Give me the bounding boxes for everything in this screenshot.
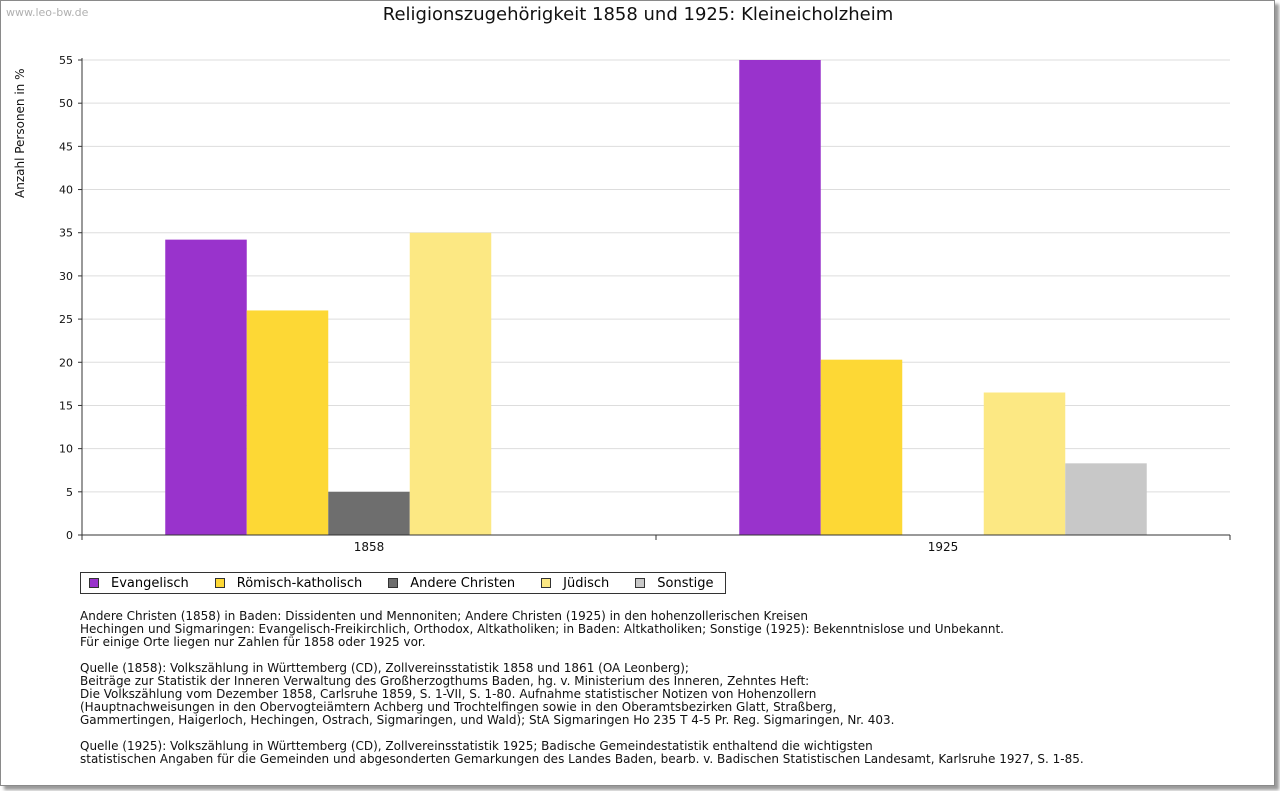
note-quelle-1925: Quelle (1925): Volkszählung in Württembe… [80, 739, 1084, 766]
legend-label: Jüdisch [563, 575, 610, 591]
bar-r-misch-katholisch-1858 [246, 310, 329, 535]
note-quelle-1858: Quelle (1858): Volkszählung in Württembe… [80, 661, 895, 727]
legend-item: Andere Christen [388, 576, 515, 591]
chart-legend: Evangelisch Römisch-katholisch Andere Chri… [80, 572, 727, 594]
legend-item: Sonstige [635, 576, 713, 591]
chart-title: Religionszugehörigkeit 1858 und 1925: Kl… [382, 4, 894, 25]
legend-label: Römisch-katholisch [236, 575, 363, 591]
y-tick-label: 50 [59, 97, 73, 110]
legend-swatch [635, 578, 646, 588]
legend-swatch [89, 578, 99, 588]
x-tick-label: 1925 [928, 540, 959, 554]
y-tick-label: 35 [59, 227, 73, 240]
legend-item: Evangelisch [89, 576, 189, 591]
note-andere-christen: Andere Christen (1858) in Baden: Disside… [80, 609, 1004, 649]
y-tick-label: 40 [59, 184, 73, 197]
y-tick-label: 55 [59, 54, 73, 67]
bar-j-disch-1858 [409, 232, 492, 535]
legend-swatch [214, 578, 225, 588]
y-tick-label: 45 [59, 140, 73, 153]
y-tick-label: 15 [59, 399, 73, 412]
legend-swatch [388, 578, 399, 588]
legend-item: Römisch-katholisch [214, 575, 363, 591]
legend-swatch [541, 578, 552, 588]
y-tick-label: 10 [59, 443, 73, 456]
bar-evangelisch-1925 [739, 60, 821, 535]
y-tick-label: 30 [59, 270, 73, 283]
bar-evangelisch-1858 [165, 239, 247, 536]
bar-andere-christen-1858 [328, 491, 410, 535]
bar-r-misch-katholisch-1925 [820, 359, 903, 535]
chart-notes: Andere Christen (1858) in Baden: Disside… [80, 610, 1084, 779]
watermark: www.leo-bw.de [6, 6, 89, 19]
bar-sonstige-1925 [1065, 463, 1147, 535]
y-tick-label: 20 [59, 356, 73, 369]
legend-label: Andere Christen [410, 575, 516, 591]
y-tick-label: 5 [66, 486, 73, 499]
bar-j-disch-1925 [983, 392, 1066, 535]
legend-label: Evangelisch [111, 575, 189, 591]
x-tick-label: 1858 [354, 540, 385, 554]
y-tick-label: 0 [66, 529, 73, 542]
legend-label: Sonstige [657, 575, 714, 591]
legend-item: Jüdisch [541, 576, 609, 591]
y-tick-label: 25 [59, 313, 73, 326]
